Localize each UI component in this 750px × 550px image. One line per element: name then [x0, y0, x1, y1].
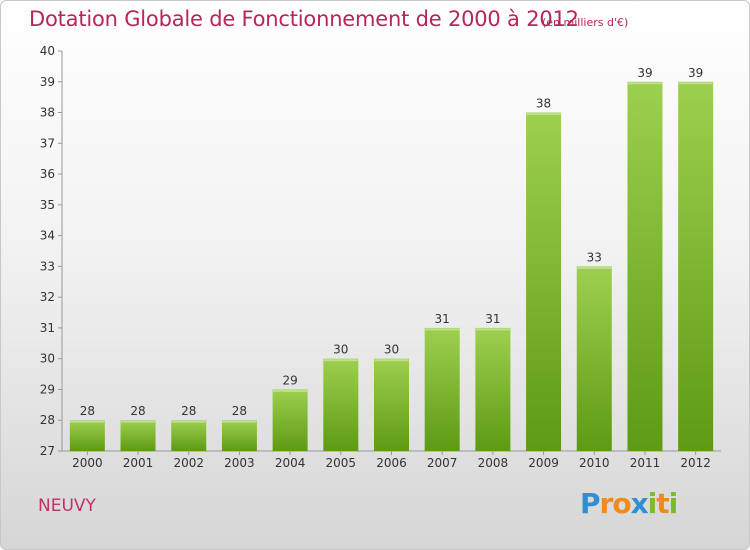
bar	[475, 327, 511, 451]
data-label: 39	[688, 66, 703, 80]
y-tick-label: 39	[40, 75, 55, 89]
y-tick-label: 27	[40, 444, 55, 458]
logo-letter-x: x	[630, 487, 649, 520]
x-tick-label: 2011	[630, 456, 661, 470]
data-label: 38	[536, 97, 551, 111]
data-label: 28	[232, 404, 247, 418]
bar-highlight	[374, 359, 409, 362]
x-tick-label: 2004	[275, 456, 306, 470]
y-tick-label: 31	[40, 321, 55, 335]
bar-highlight	[171, 420, 206, 423]
bar-highlight	[627, 82, 662, 85]
logo-letter-r: r	[599, 487, 614, 520]
y-tick-label: 35	[40, 198, 55, 212]
logo-letter-i2: i	[668, 487, 679, 520]
bar-highlight	[577, 266, 612, 269]
y-tick-label: 37	[40, 136, 55, 150]
y-tick-label: 34	[40, 229, 55, 243]
data-label: 28	[130, 404, 145, 418]
y-tick-label: 32	[40, 290, 55, 304]
x-tick-label: 2006	[376, 456, 407, 470]
x-tick-label: 2009	[528, 456, 559, 470]
logo-letter-t: t	[656, 487, 669, 520]
commune-name: NEUVY	[38, 496, 96, 516]
data-label: 29	[282, 373, 297, 387]
bar	[678, 81, 714, 452]
bar-highlight	[323, 359, 358, 362]
bar	[120, 420, 156, 451]
y-tick-label: 38	[40, 106, 55, 120]
bar-highlight	[526, 113, 561, 116]
logo-letter-i1: i	[647, 487, 658, 520]
y-tick-label: 40	[40, 44, 55, 58]
chart-title: Dotation Globale de Fonctionnement de 20…	[29, 7, 579, 31]
logo-letter-p: P	[580, 487, 601, 520]
x-tick-label: 2012	[680, 456, 711, 470]
x-tick-label: 2007	[427, 456, 458, 470]
bar-highlight	[70, 420, 105, 423]
proxiti-logo[interactable]: Proxiti	[580, 487, 679, 520]
data-label: 33	[587, 250, 602, 264]
y-tick-label: 30	[40, 352, 55, 366]
data-label: 30	[333, 343, 348, 357]
x-tick-label: 2003	[224, 456, 255, 470]
bar-highlight	[678, 82, 713, 85]
bar-highlight	[475, 328, 510, 331]
bar	[576, 266, 612, 451]
bar	[424, 327, 460, 451]
x-tick-label: 2002	[173, 456, 204, 470]
bar-highlight	[121, 420, 156, 423]
y-tick-label: 28	[40, 413, 55, 427]
x-tick-label: 2001	[123, 456, 154, 470]
bar	[171, 420, 207, 451]
x-tick-label: 2008	[478, 456, 509, 470]
bar	[221, 420, 257, 451]
bar-highlight	[425, 328, 460, 331]
y-tick-label: 29	[40, 382, 55, 396]
data-label: 31	[435, 312, 450, 326]
bar	[627, 81, 663, 452]
bar-highlight	[273, 389, 308, 392]
bar	[526, 112, 562, 452]
data-label: 31	[485, 312, 500, 326]
y-tick-label: 33	[40, 259, 55, 273]
bar	[323, 358, 359, 451]
data-label: 28	[181, 404, 196, 418]
y-tick-label: 36	[40, 167, 55, 181]
data-label: 28	[80, 404, 95, 418]
x-tick-label: 2000	[72, 456, 103, 470]
x-tick-label: 2005	[326, 456, 357, 470]
bar	[272, 389, 308, 451]
data-label: 30	[384, 343, 399, 357]
bar	[374, 358, 409, 451]
data-label: 39	[637, 66, 652, 80]
bar	[69, 420, 105, 451]
logo-letter-o: o	[612, 487, 631, 520]
labels: 27 28 29 30 31 32 33 34 35 36 37 38 39 40 2000 28 2001 28…	[40, 44, 711, 470]
bar-highlight	[222, 420, 257, 423]
x-tick-label: 2010	[579, 456, 610, 470]
chart-subtitle: (en milliers d'€)	[542, 16, 629, 29]
bars	[69, 81, 714, 452]
